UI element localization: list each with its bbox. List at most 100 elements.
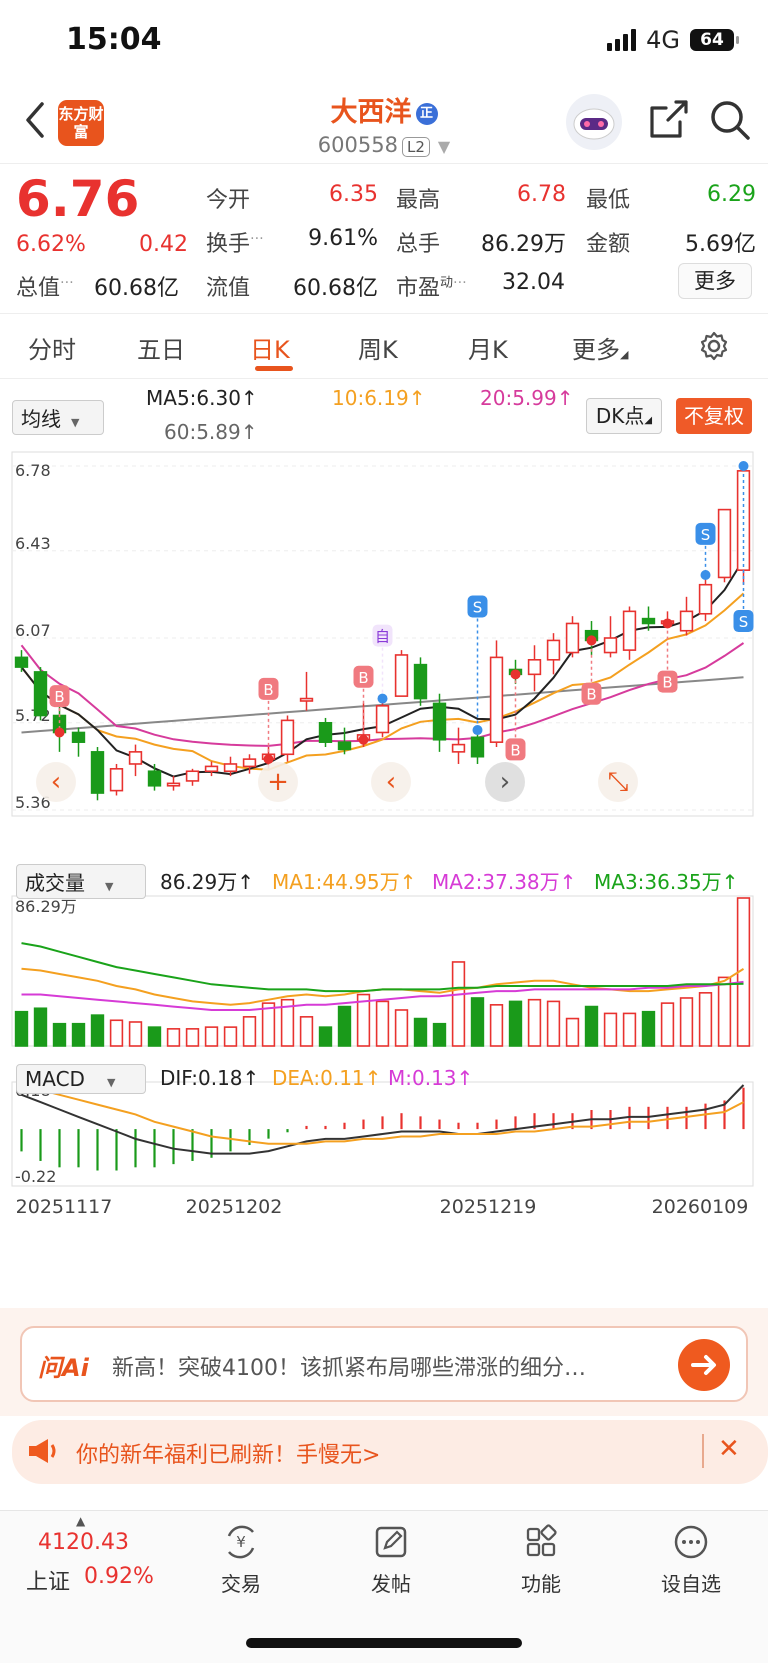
candle xyxy=(679,596,694,636)
last-price: 6.76 xyxy=(16,170,140,228)
dk-point-button[interactable]: DK点◢ xyxy=(586,398,662,434)
candle xyxy=(489,640,504,748)
high-label: 最高 xyxy=(396,188,441,213)
marker-dot xyxy=(358,734,369,745)
stock-code[interactable]: 600558 L2 ▼ xyxy=(0,133,768,157)
candle-body xyxy=(71,731,86,743)
promo-text: 你的新年福利已刷新！手慢无> xyxy=(76,1443,381,1468)
volume-bar xyxy=(679,997,694,1047)
ai-question-bar[interactable]: 问Ai 新高！突破4100！该抓紧布局哪些滞涨的细分… xyxy=(20,1326,748,1402)
close-icon[interactable]: ✕ xyxy=(718,1434,740,1464)
tab-five-day[interactable]: 五日 xyxy=(137,336,185,364)
candle xyxy=(299,671,314,711)
chevron-left-icon[interactable]: ‹ xyxy=(36,762,76,802)
chevron-left-icon-glyph: ‹ xyxy=(386,767,396,797)
candle xyxy=(527,645,542,692)
candle xyxy=(413,657,428,706)
trade-button[interactable]: ¥ 交易 xyxy=(186,1522,296,1597)
candle-body xyxy=(622,610,637,651)
no-adjust-button[interactable]: 不复权 xyxy=(676,398,752,434)
candle-body xyxy=(204,765,219,773)
volume-bar xyxy=(432,1022,447,1047)
more-button[interactable]: 更多 xyxy=(678,263,752,299)
volume-bar xyxy=(622,1012,637,1047)
functions-label: 功能 xyxy=(521,1572,561,1596)
marker-dot xyxy=(738,461,749,471)
chevron-left-icon[interactable]: ‹ xyxy=(371,762,411,802)
volume-bar xyxy=(641,1010,656,1047)
expand-icon[interactable]: ⤡ xyxy=(598,762,638,802)
volume-bar xyxy=(584,1005,599,1047)
x-axis-label: 20251219 xyxy=(440,1196,537,1218)
status-time: 15:04 xyxy=(66,22,162,57)
tab-more[interactable]: 更多◢ xyxy=(572,336,629,364)
ma10-label: 10:6.19↑ xyxy=(332,386,426,410)
candle xyxy=(641,606,656,631)
tab-weekly-k[interactable]: 周K xyxy=(358,336,398,364)
chevron-left-icon-glyph: ‹ xyxy=(51,767,61,797)
volume-selector[interactable]: 成交量 ▼ xyxy=(16,864,146,899)
candle-body xyxy=(280,719,295,756)
network-label: 4G xyxy=(646,26,680,54)
custom-marker-text: 自 xyxy=(375,628,390,646)
zoom-in-icon[interactable]: + xyxy=(258,762,298,802)
settings-gear-icon[interactable] xyxy=(698,330,730,366)
functions-button[interactable]: 功能 xyxy=(486,1522,596,1597)
expand-icon-glyph: ⤡ xyxy=(608,767,629,797)
volume-bar xyxy=(698,992,713,1047)
marker-dot xyxy=(586,635,597,646)
candle-body xyxy=(223,763,238,773)
indicator-selector[interactable]: 均线 ▼ xyxy=(12,400,104,435)
ma10-line xyxy=(20,592,745,771)
chevron-right-icon-bg xyxy=(485,762,525,802)
more-icon xyxy=(636,1522,746,1568)
change-amount: 0.42 xyxy=(139,232,188,257)
assistant-avatar-icon[interactable] xyxy=(566,94,622,150)
candle-body xyxy=(318,721,333,743)
chevron-left-icon-bg xyxy=(371,762,411,802)
post-button[interactable]: 发帖 xyxy=(336,1522,446,1597)
ma5-label: MA5:6.30↑ xyxy=(146,386,258,410)
float-value: 60.68亿 xyxy=(293,276,378,301)
stock-name-text: 大西洋 xyxy=(330,97,412,128)
chevron-right-icon[interactable]: › xyxy=(485,762,525,802)
candle xyxy=(166,776,181,791)
buy-marker-text: B xyxy=(510,741,520,759)
promo-banner[interactable]: 你的新年福利已刷新！手慢无> ✕ xyxy=(12,1420,768,1484)
back-icon[interactable] xyxy=(20,98,54,142)
x-axis-label: 20251202 xyxy=(186,1196,283,1218)
vol-ma2-label: MA2:37.38万↑ xyxy=(432,870,577,894)
index-change: 0.92% xyxy=(84,1564,154,1589)
candle-body xyxy=(432,702,447,741)
volume-bar xyxy=(337,1005,352,1047)
dea-label: DEA:0.11↑ xyxy=(272,1066,382,1090)
trade-icon: ¥ xyxy=(186,1522,296,1568)
candle xyxy=(204,761,219,777)
candle-body xyxy=(470,736,485,758)
index-value[interactable]: 4120.43 xyxy=(38,1530,129,1555)
tab-intraday[interactable]: 分时 xyxy=(28,336,76,364)
candle xyxy=(71,727,86,757)
battery-icon: 64 xyxy=(690,29,739,51)
tab-daily-k[interactable]: 日K xyxy=(250,336,290,364)
candle xyxy=(470,730,485,764)
custom-marker-badge xyxy=(372,624,393,647)
send-arrow-icon[interactable] xyxy=(678,1339,730,1391)
macd-selector[interactable]: MACD ▼ xyxy=(16,1064,146,1094)
candle-body xyxy=(33,671,48,717)
search-icon[interactable] xyxy=(708,98,752,146)
candle xyxy=(432,693,447,752)
candle xyxy=(33,667,48,721)
candle xyxy=(717,508,732,583)
stock-name[interactable]: 大西洋正 xyxy=(0,90,768,129)
volume-bar xyxy=(14,1010,29,1047)
dif-line xyxy=(21,1084,745,1155)
add-watchlist-button[interactable]: 设自选 xyxy=(636,1522,746,1597)
share-icon[interactable] xyxy=(646,98,690,146)
sell-marker-badge xyxy=(695,522,716,545)
promo-divider xyxy=(702,1434,704,1468)
candle xyxy=(223,756,238,777)
candle-body xyxy=(166,782,181,787)
tab-monthly-k[interactable]: 月K xyxy=(468,336,508,364)
